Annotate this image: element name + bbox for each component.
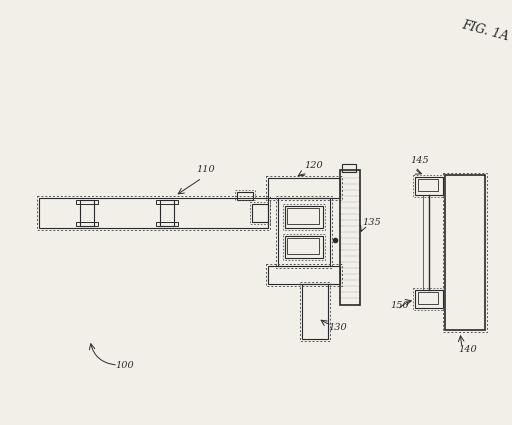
Text: 145: 145 [410, 156, 429, 165]
Text: 120: 120 [304, 161, 323, 170]
Bar [80, 200, 94, 226]
Text: 100: 100 [115, 361, 134, 370]
Bar [285, 206, 323, 228]
Bar [252, 204, 268, 222]
Bar [268, 266, 340, 284]
Bar [156, 200, 178, 204]
Bar [340, 170, 360, 305]
Text: 110: 110 [196, 165, 215, 174]
Bar [413, 288, 445, 310]
Bar [443, 173, 487, 332]
Bar [342, 164, 356, 172]
Bar [266, 176, 342, 200]
Text: 150: 150 [390, 301, 409, 310]
Bar [276, 196, 332, 268]
Bar [76, 222, 98, 226]
Text: 135: 135 [362, 218, 381, 227]
Bar [413, 175, 445, 197]
Bar [237, 192, 253, 200]
Text: 130: 130 [328, 323, 347, 332]
Bar [415, 290, 443, 308]
Bar [160, 200, 174, 226]
Bar [37, 196, 270, 230]
Bar [287, 238, 319, 254]
Text: FIG. 1A: FIG. 1A [460, 18, 510, 43]
Bar [283, 234, 325, 260]
Text: 140: 140 [458, 345, 477, 354]
Bar [235, 190, 255, 200]
Bar [287, 208, 319, 224]
Bar [445, 175, 485, 330]
Bar [418, 179, 438, 191]
Bar [268, 178, 340, 198]
Bar [415, 177, 443, 195]
Bar [283, 204, 325, 230]
Bar [266, 264, 342, 286]
Bar [250, 202, 270, 224]
Bar [76, 200, 98, 204]
Bar [278, 198, 330, 266]
Bar [156, 222, 178, 226]
Bar [300, 282, 330, 341]
Bar [285, 236, 323, 258]
Bar [39, 198, 268, 228]
Bar [302, 284, 328, 339]
Bar [418, 292, 438, 304]
